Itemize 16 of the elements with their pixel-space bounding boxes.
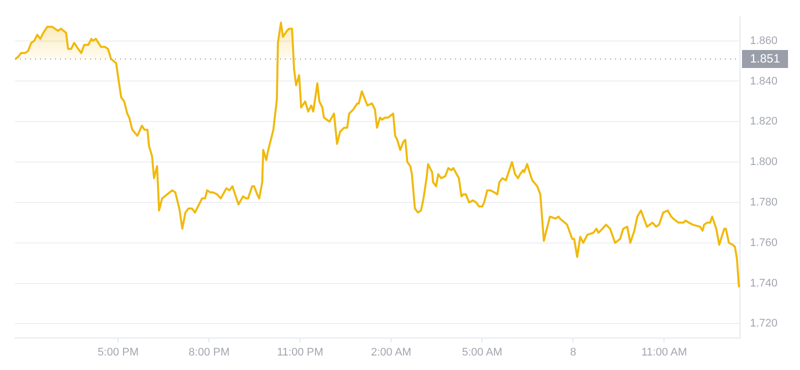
x-tick-label: 8 xyxy=(570,346,576,358)
x-tick-label: 5:00 PM xyxy=(98,346,139,358)
y-tick-label: 1.820 xyxy=(750,116,778,128)
x-tick-label: 2:00 AM xyxy=(370,346,412,358)
y-tick-label: 1.720 xyxy=(750,318,778,330)
x-tick-label: 5:00 AM xyxy=(462,346,502,358)
x-tick-label: 11:00 PM xyxy=(277,346,324,358)
y-tick-label: 1.840 xyxy=(750,75,778,88)
y-tick-label: 1.800 xyxy=(750,156,778,168)
x-tick-label: 11:00 AM xyxy=(641,346,687,358)
y-tick-label: 1.740 xyxy=(750,277,778,290)
x-tick-label: 8:00 PM xyxy=(188,346,230,358)
y-tick-label: 1.780 xyxy=(750,196,778,208)
y-tick-label: 1.860 xyxy=(750,34,778,47)
y-tick-label: 1.760 xyxy=(750,236,778,249)
ref-line-label: 1.851 xyxy=(750,51,780,66)
